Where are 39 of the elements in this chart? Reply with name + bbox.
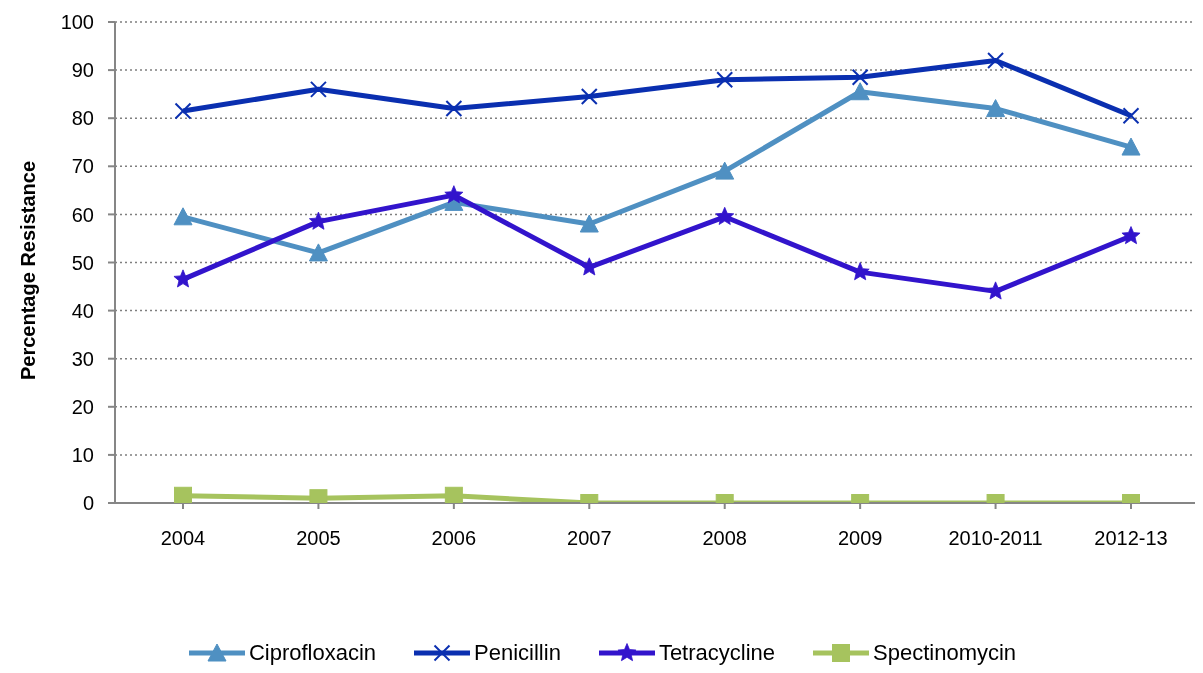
legend-label: Penicillin <box>474 640 561 666</box>
y-tick-label: 0 <box>82 492 94 515</box>
x-tick-label: 2005 <box>296 527 341 550</box>
y-tick-label: 70 <box>71 155 94 178</box>
point <box>1121 137 1141 156</box>
point <box>174 486 192 503</box>
x-tick-label: 2006 <box>431 527 477 550</box>
point <box>850 82 870 101</box>
y-tick-label: 40 <box>71 299 94 322</box>
point <box>444 486 463 503</box>
y-tick-label: 80 <box>71 107 94 130</box>
point <box>715 206 735 225</box>
point <box>173 269 193 288</box>
x-tick-label: 2007 <box>567 527 612 550</box>
point <box>308 211 328 230</box>
point <box>1121 226 1141 245</box>
point <box>579 257 599 276</box>
point <box>579 214 599 233</box>
legend-label: Spectinomycin <box>873 640 1017 666</box>
y-tick-label: 10 <box>71 444 94 466</box>
x-tick-label: 2012-13 <box>1094 527 1168 550</box>
x-tick-label: 2008 <box>702 527 747 550</box>
legend-label: Tetracycline <box>658 640 776 666</box>
y-tick-label: 20 <box>71 395 94 418</box>
y-tick-label: 60 <box>71 203 94 226</box>
point <box>444 185 464 204</box>
x-tick-label: 2004 <box>160 527 206 550</box>
y-axis-title: Percentage Resistance <box>17 160 39 381</box>
x-tick-label: 2009 <box>837 527 883 550</box>
y-tick-label: 30 <box>71 347 94 370</box>
legend-label: Ciprofloxacin <box>248 640 377 666</box>
y-tick-label: 90 <box>71 59 94 82</box>
point <box>986 99 1006 118</box>
point <box>173 207 193 226</box>
y-tick-label: 100 <box>60 11 94 34</box>
point <box>308 243 328 262</box>
x-tick-label: 2010-2011 <box>948 527 1043 550</box>
point <box>715 161 735 180</box>
y-tick-label: 50 <box>71 251 94 274</box>
